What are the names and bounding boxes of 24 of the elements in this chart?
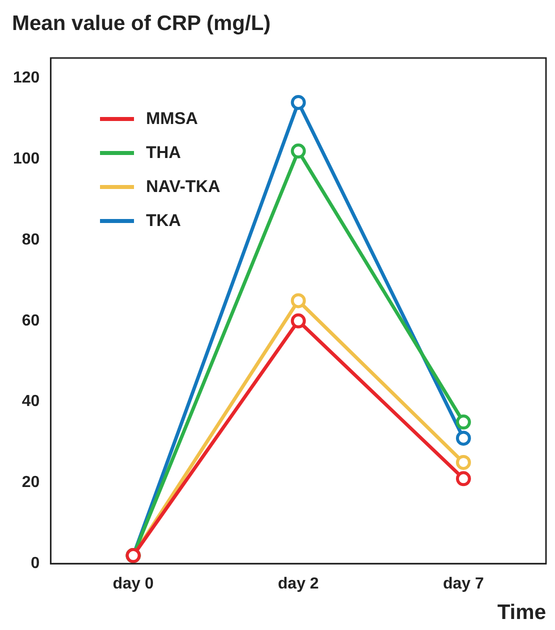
legend-label: MMSA (146, 109, 198, 129)
y-tick-label: 100 (12, 150, 40, 168)
point (456, 430, 471, 446)
point (456, 454, 471, 470)
x-axis-title: Time (497, 601, 546, 624)
chart-title: Mean value of CRP (mg/L) (12, 12, 271, 36)
y-tick-label: 60 (22, 312, 40, 330)
x-tick-label: day 7 (442, 576, 484, 593)
y-tick-label: 20 (22, 474, 40, 492)
point (290, 313, 306, 328)
y-tick-label: 80 (22, 231, 40, 248)
legend-label: THA (146, 143, 181, 163)
point (290, 144, 306, 159)
point (456, 471, 471, 486)
y-tick-label: 120 (12, 70, 40, 87)
legend-label: NAV-TKA (146, 177, 220, 197)
x-tick-label: day 2 (278, 576, 319, 593)
x-tick-label: day 0 (112, 576, 154, 593)
point (290, 293, 306, 308)
legend-label: TKA (146, 211, 181, 231)
y-tick-label: 40 (22, 393, 40, 410)
y-tick-label: 0 (30, 555, 40, 572)
point (290, 94, 306, 110)
point (456, 414, 471, 430)
